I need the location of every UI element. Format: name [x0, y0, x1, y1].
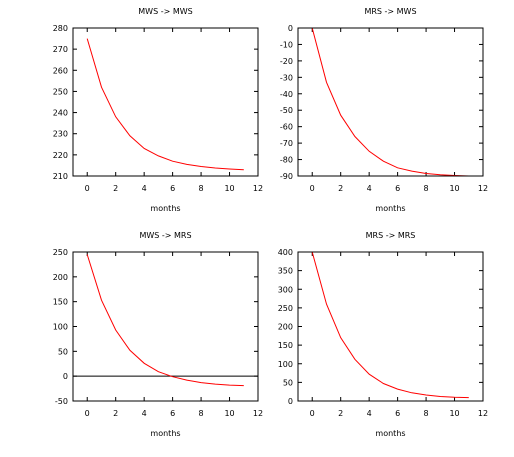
y-tick-label: -40: [280, 90, 293, 99]
y-tick-label: 200: [278, 323, 293, 332]
y-tick-label: 250: [53, 87, 68, 96]
x-axis-label: months: [375, 204, 405, 213]
y-tick-label: 250: [278, 304, 293, 313]
chart-panel-4: MRS -> MRS 0 2 4 6 8 10 12 0 50 100 150 200 250 300 350…: [278, 231, 488, 438]
y-tick-label: -90: [280, 172, 293, 181]
y-tick-label: -10: [280, 40, 293, 49]
y-tick-label: -20: [280, 57, 293, 66]
chart-title: MWS -> MWS: [138, 7, 192, 16]
x-tick-label: 10: [449, 409, 459, 418]
y-tick-label: 280: [53, 24, 68, 33]
y-tick-label: -60: [280, 123, 293, 132]
x-axis-label: months: [150, 204, 180, 213]
y-tick-label: 250: [53, 248, 68, 257]
y-tick-label: 200: [53, 273, 68, 282]
y-tick-label: -50: [280, 106, 293, 115]
y-tick-label: 400: [278, 248, 293, 257]
y-tick-label: 0: [63, 372, 68, 381]
plot-frame: [72, 251, 259, 402]
x-tick-label: 2: [338, 184, 343, 193]
x-tick-label: 8: [199, 184, 204, 193]
x-tick-label: 6: [170, 184, 175, 193]
series-line-1: [86, 38, 244, 171]
x-tick-label: 4: [142, 184, 147, 193]
x-tick-label: 2: [338, 409, 343, 418]
y-tick-label: 100: [53, 323, 68, 332]
chart-panel-1: MWS -> MWS 0 2 4 6 8 10 12 210 220 230 240 250 260 270…: [53, 7, 263, 213]
y-tick-label: -70: [280, 139, 293, 148]
x-tick-label: 6: [395, 184, 400, 193]
y-tick-label: 50: [58, 347, 68, 356]
y-tick-label: 50: [283, 378, 293, 387]
y-tick-label: 300: [278, 285, 293, 294]
series-line-1: [86, 254, 244, 387]
x-axis-label: months: [375, 429, 405, 438]
x-tick-label: 2: [113, 409, 118, 418]
y-tick-label: -30: [280, 73, 293, 82]
series-line-1: [311, 251, 469, 399]
x-tick-label: 0: [310, 409, 315, 418]
y-tick-label: 230: [53, 130, 68, 139]
chart-title: MWS -> MRS: [139, 231, 191, 240]
y-tick-label: 220: [53, 151, 68, 160]
y-tick-label: -50: [55, 397, 68, 406]
y-tick-label: 150: [53, 298, 68, 307]
y-tick-label: 100: [278, 360, 293, 369]
series-line-1: [311, 27, 469, 177]
x-tick-label: 12: [253, 184, 263, 193]
x-tick-label: 0: [85, 409, 90, 418]
y-tick-label: 260: [53, 66, 68, 75]
x-tick-label: 8: [424, 409, 429, 418]
x-tick-label: 12: [253, 409, 263, 418]
x-tick-label: 12: [478, 184, 488, 193]
x-axis-label: months: [150, 429, 180, 438]
x-tick-label: 0: [310, 184, 315, 193]
x-tick-label: 10: [224, 184, 234, 193]
x-tick-label: 4: [367, 409, 372, 418]
chart-panel-2: MRS -> MWS 0 2 4 6 8 10 12 -90 -80 -70 -60 -50 -40 -30…: [280, 7, 488, 213]
x-tick-label: 12: [478, 409, 488, 418]
x-tick-label: 2: [113, 184, 118, 193]
chart-title: MRS -> MWS: [364, 7, 416, 16]
x-tick-label: 10: [449, 184, 459, 193]
x-tick-label: 4: [142, 409, 147, 418]
x-tick-label: 8: [424, 184, 429, 193]
plot-frame: [297, 27, 484, 177]
plot-frame: [72, 27, 259, 177]
x-tick-label: 6: [170, 409, 175, 418]
x-tick-label: 4: [367, 184, 372, 193]
y-tick-label: -80: [280, 156, 293, 165]
y-tick-label: 150: [278, 341, 293, 350]
chart-title: MRS -> MRS: [366, 231, 416, 240]
y-tick-label: 240: [53, 109, 68, 118]
x-tick-label: 6: [395, 409, 400, 418]
y-tick-label: 0: [288, 24, 293, 33]
y-tick-label: 270: [53, 45, 68, 54]
plot-frame: [297, 251, 484, 402]
y-tick-label: 210: [53, 172, 68, 181]
y-tick-label: 350: [278, 267, 293, 276]
x-tick-label: 0: [85, 184, 90, 193]
x-tick-label: 10: [224, 409, 234, 418]
x-tick-label: 8: [199, 409, 204, 418]
y-tick-label: 0: [288, 397, 293, 406]
chart-panel-3: MWS -> MRS 0 2 4 6 8 10 12 -50 0 50 100 150 200 250 mon…: [53, 231, 263, 438]
